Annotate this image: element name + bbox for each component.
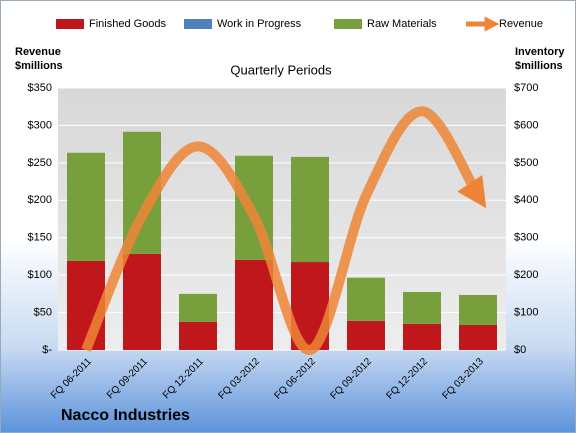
legend-label: Revenue	[499, 18, 543, 30]
legend-swatch	[184, 19, 212, 29]
bar-segment	[459, 294, 497, 325]
y2-tick-label: $500	[514, 157, 538, 169]
legend-label: Raw Materials	[367, 18, 437, 30]
bar-segment	[459, 324, 497, 350]
y-tick-label: $200	[28, 194, 52, 206]
y2-tick-label: $0	[514, 344, 526, 356]
legend-label: Finished Goods	[89, 18, 167, 30]
bar-segment	[179, 293, 217, 322]
x-tick-label: FQ 12-2012	[384, 356, 430, 402]
legend-swatch	[334, 19, 362, 29]
legend-swatch	[56, 19, 84, 29]
x-tick-label: FQ 12-2011	[161, 356, 206, 401]
revenue-line	[81, 106, 487, 355]
y-tick-label: $300	[28, 119, 52, 131]
y-tick-label: $50	[34, 306, 52, 318]
bar-segment	[67, 152, 105, 261]
y-tick-label: $150	[28, 232, 52, 244]
x-tick-label: FQ 09-2012	[328, 356, 374, 402]
bar-segment	[123, 253, 161, 350]
x-tick-label: FQ 06-2012	[272, 356, 318, 402]
y-tick-label: $100	[28, 269, 52, 281]
bar-segment	[403, 291, 441, 324]
chart-title: Quarterly Periods	[230, 62, 332, 77]
x-tick-label: FQ 03-2013	[440, 356, 486, 402]
x-tick-label: FQ 09-2011	[105, 356, 150, 401]
y-tick-label: $350	[28, 82, 52, 94]
y2-tick-label: $700	[514, 82, 538, 94]
legend-label: Work in Progress	[217, 18, 302, 30]
bar-segment	[179, 321, 217, 350]
y2-tick-label: $400	[514, 194, 538, 206]
x-tick-label: FQ 06-2011	[49, 356, 94, 401]
footer: Nacco Industries	[61, 407, 190, 424]
y2-tick-label: $600	[514, 119, 538, 131]
y-axis-label: Revenue $millions	[15, 46, 63, 72]
bar-segment	[347, 277, 385, 321]
bar-segment	[235, 259, 273, 350]
y2-tick-label: $300	[514, 232, 538, 244]
bar-segment	[403, 323, 441, 350]
y2-tick-label: $100	[514, 306, 538, 318]
y-tick-label: $-	[42, 344, 52, 356]
y2-tick-label: $200	[514, 269, 538, 281]
bar-segment	[291, 156, 329, 263]
y-tick-label: $250	[28, 157, 52, 169]
bar-segment	[347, 320, 385, 350]
x-tick-label: FQ 03-2012	[216, 356, 262, 402]
y2-axis-label: Inventory $millions	[515, 46, 565, 72]
